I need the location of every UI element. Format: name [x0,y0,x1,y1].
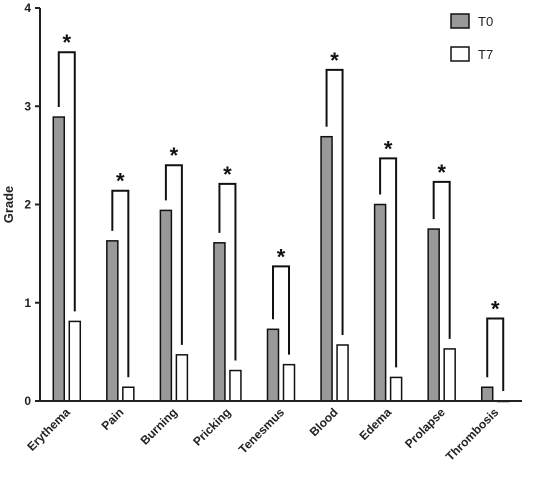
bar-T0-pain [106,240,119,402]
y-axis: 0 1 2 3 4 [24,1,41,408]
bar-T0-blood [320,135,333,402]
y-tick-label: 3 [24,99,31,113]
bar-T0-tenesmus [266,328,280,402]
x-label-pricking: Pricking [190,405,233,448]
significance-bracket [272,265,290,355]
bar-T7-pricking [229,369,242,402]
significance-star: * [384,136,393,161]
x-label-pain: Pain [99,405,127,433]
legend-swatch-T7 [450,46,470,62]
legend-label-T7: T7 [478,47,493,62]
legend: T0 T7 [450,13,493,62]
bars [39,116,522,403]
significance-star: * [116,169,125,194]
significance-bracket [218,182,237,361]
significance-bracket [57,51,76,312]
significance-bracket [486,317,505,391]
x-label-prolapse: Prolapse [402,405,448,451]
significance-star: * [330,48,339,73]
y-tick-label: 1 [24,296,31,310]
bar-T0-thrombosis [480,386,494,402]
legend-label-T0: T0 [478,14,493,29]
significance-star: * [277,244,286,269]
bar-T0-prolapse [427,228,440,402]
significance-star: * [223,162,232,187]
x-label-burning: Burning [138,405,180,447]
bar-T7-prolapse [443,348,456,402]
bar-T0-pricking [213,242,226,402]
y-tick-label: 4 [24,1,31,15]
x-label-thrombosis: Thrombosis [443,405,502,464]
bar-T0-edema [373,203,387,402]
x-label-tenesmus: Tenesmus [236,405,287,456]
bar-T7-edema [389,376,403,402]
bar-T0-erythema [52,116,66,402]
x-axis-labels: Erythema Pain Burning Pricking Tenesmus Blood… [24,405,501,464]
significance-star: * [491,296,500,321]
significance-bracket [164,164,183,345]
x-label-blood: Blood [307,405,341,439]
bar-T7-tenesmus [282,363,296,402]
significance-star: * [170,143,179,168]
bar-T7-burning [175,354,189,402]
significance-bracket [379,157,398,368]
bar-T0-burning [159,209,173,402]
y-tick-label: 2 [24,198,31,212]
x-label-erythema: Erythema [24,405,73,454]
significance-star: * [437,160,446,185]
significance-brackets: * * * * * * * * * [57,30,505,391]
significance-bracket [111,189,130,378]
bar-T7-pain [122,386,135,402]
y-tick-label: 0 [24,394,31,408]
bar-T7-blood [336,344,349,402]
significance-bracket [432,180,451,339]
significance-bracket [325,68,344,335]
significance-star: * [62,30,71,55]
bar-T7-erythema [68,320,82,402]
x-label-edema: Edema [357,405,395,443]
y-axis-title: Grade [1,186,16,224]
legend-swatch-T0 [450,13,470,29]
